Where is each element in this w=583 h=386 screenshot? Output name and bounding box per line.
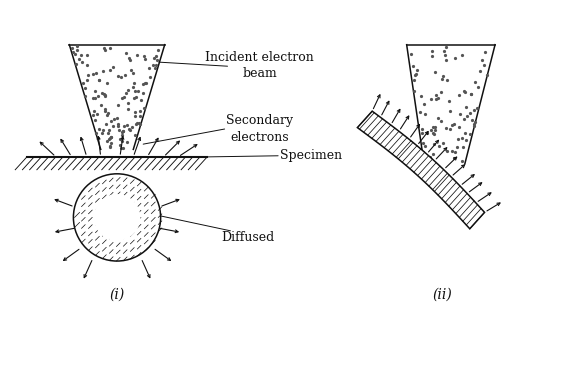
Text: Diffused: Diffused bbox=[222, 231, 275, 244]
Circle shape bbox=[73, 174, 161, 261]
Text: Incident electron
beam: Incident electron beam bbox=[205, 51, 314, 80]
Circle shape bbox=[94, 195, 140, 240]
Text: Secondary
electrons: Secondary electrons bbox=[226, 115, 293, 144]
Polygon shape bbox=[357, 111, 484, 229]
Text: Specimen: Specimen bbox=[280, 149, 342, 162]
Text: (i): (i) bbox=[110, 288, 125, 302]
Text: (ii): (ii) bbox=[433, 288, 452, 302]
